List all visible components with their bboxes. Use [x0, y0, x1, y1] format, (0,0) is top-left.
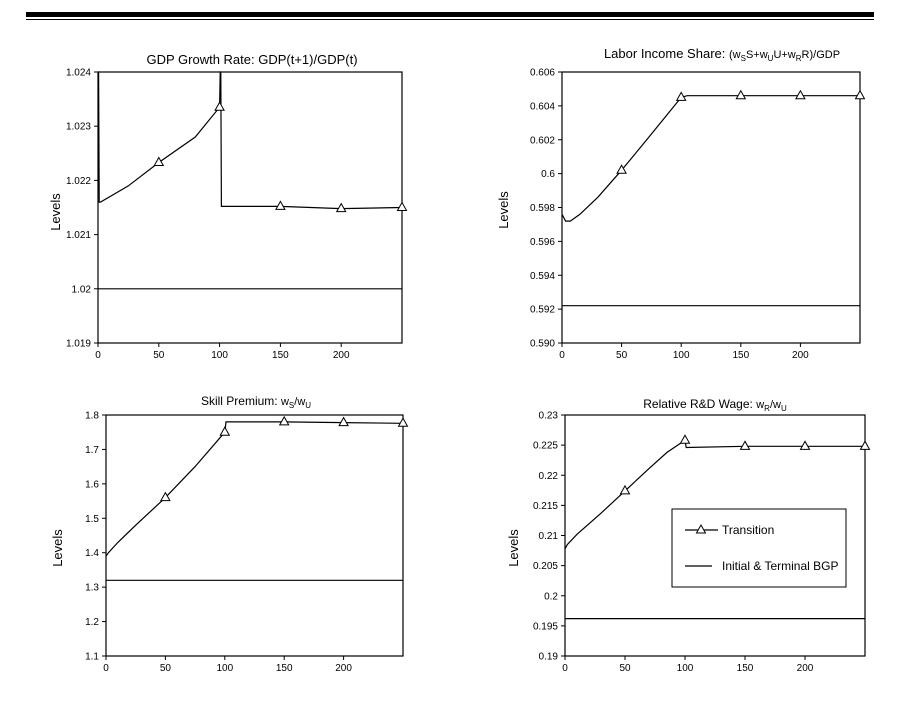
y-tick-label: 1.023: [66, 122, 91, 133]
y-axis-label: Levels: [506, 529, 521, 567]
y-tick-label: 0.606: [530, 68, 555, 79]
legend-transition-label: Transition: [722, 523, 774, 537]
x-tick-label: 50: [153, 350, 165, 361]
y-tick-label: 0.205: [533, 561, 558, 572]
plot-frame: [561, 71, 861, 344]
chart-title: GDP Growth Rate: GDP(t+1)/GDP(t): [146, 52, 357, 67]
chart-panel-3: Skill Premium: wS/wU Levels 1.1 1.2 1.3 1.4 1.…: [50, 394, 409, 674]
chart-panel-2: Labor Income Share: (wSS+wUU+wRR)/GDP Lev…: [496, 46, 866, 361]
transition-marker: [795, 89, 806, 100]
transition-marker: [679, 434, 691, 444]
transition-line: [564, 439, 865, 550]
x-tick-label: 150: [732, 350, 749, 361]
x-tick-label: 100: [677, 663, 694, 674]
y-tick-label: 0.2: [544, 591, 558, 602]
transition-line: [105, 421, 404, 557]
chart-title: Labor Income Share: (wSS+wUU+wRR)/GDP: [604, 46, 840, 63]
plot-frame: [97, 71, 403, 344]
y-tick-label: 0.215: [533, 501, 558, 512]
y-tick-label: 1.02: [72, 284, 92, 295]
transition-marker: [335, 202, 347, 213]
plot-frame: [105, 414, 404, 657]
chart-panel-4: Relative R&D Wage: wR/wU Levels 0.19 0.195 0…: [506, 397, 871, 674]
x-tick-label: 50: [160, 663, 172, 674]
transition-marker: [799, 440, 811, 450]
chart-title: Skill Premium: wS/wU: [201, 394, 311, 410]
transition-marker: [160, 491, 171, 502]
x-tick-label: 150: [272, 350, 289, 361]
y-tick-label: 0.225: [533, 441, 558, 452]
transition-marker: [616, 164, 627, 174]
x-tick-label: 200: [792, 350, 809, 361]
header-rule-thick: [26, 12, 874, 17]
transition-marker: [338, 416, 349, 427]
x-tick-label: 100: [673, 350, 690, 361]
x-tick-label: 0: [103, 663, 109, 674]
y-tick-label: 1.6: [85, 479, 99, 490]
transition-marker: [278, 415, 290, 426]
transition-marker: [859, 440, 871, 450]
transition-line: [561, 95, 860, 222]
x-tick-label: 100: [216, 663, 233, 674]
transition-marker: [153, 156, 165, 167]
x-tick-label: 0: [562, 663, 568, 674]
transition-marker: [396, 201, 408, 211]
x-tick-label: 0: [95, 350, 101, 361]
y-tick-label: 1.7: [85, 445, 99, 456]
x-tick-label: 200: [797, 663, 814, 674]
transition-marker: [397, 417, 409, 427]
y-tick-label: 0.6: [541, 169, 555, 180]
x-tick-label: 150: [737, 663, 754, 674]
transition-marker: [219, 426, 231, 436]
x-tick-label: 200: [333, 350, 350, 361]
transition-marker: [739, 440, 751, 450]
transition-line: [98, 71, 403, 210]
y-tick-label: 0.592: [530, 305, 555, 316]
y-tick-label: 1.019: [66, 339, 91, 350]
header-rule-thin: [26, 19, 874, 20]
y-axis-label: Levels: [496, 191, 511, 229]
y-tick-label: 0.19: [539, 652, 559, 663]
y-tick-label: 1.5: [85, 514, 99, 525]
y-tick-label: 0.594: [530, 271, 555, 282]
y-tick-label: 1.4: [85, 548, 99, 559]
y-tick-label: 0.195: [533, 621, 558, 632]
transition-marker: [619, 484, 631, 495]
transition-marker: [275, 200, 286, 210]
x-tick-label: 150: [276, 663, 293, 674]
legend: Transition Initial & Terminal BGP: [671, 508, 847, 588]
x-tick-label: 200: [335, 663, 352, 674]
transition-marker: [735, 89, 747, 100]
y-tick-label: 1.2: [85, 617, 99, 628]
y-tick-label: 1.024: [66, 68, 91, 79]
y-tick-label: 0.598: [530, 203, 555, 214]
y-tick-label: 1.022: [66, 176, 91, 187]
legend-bgp-label: Initial & Terminal BGP: [722, 559, 839, 573]
y-tick-label: 0.604: [530, 101, 555, 112]
y-axis-label: Levels: [48, 193, 63, 231]
y-tick-label: 0.602: [530, 135, 555, 146]
chart-panel-1: GDP Growth Rate: GDP(t+1)/GDP(t)Levels1.…: [48, 52, 408, 361]
transition-marker: [854, 89, 866, 100]
y-tick-label: 0.22: [539, 471, 559, 482]
x-tick-label: 0: [559, 350, 565, 361]
transition-marker: [675, 91, 687, 101]
y-tick-label: 0.23: [539, 411, 559, 422]
transition-marker: [214, 101, 225, 111]
x-tick-label: 50: [616, 350, 628, 361]
y-tick-label: 0.596: [530, 237, 555, 248]
y-axis-label: Levels: [50, 529, 65, 567]
y-tick-label: 1.1: [85, 652, 99, 663]
y-tick-label: 1.8: [85, 411, 99, 422]
y-tick-label: 0.21: [539, 531, 559, 542]
y-tick-label: 0.590: [530, 339, 555, 350]
chart-title: Relative R&D Wage: wR/wU: [643, 397, 787, 413]
x-tick-label: 50: [619, 663, 631, 674]
x-tick-label: 100: [211, 350, 228, 361]
legend-box: [671, 508, 847, 588]
legend-triangle-icon: [695, 523, 707, 534]
y-tick-label: 1.021: [66, 230, 91, 241]
y-tick-label: 1.3: [85, 583, 99, 594]
